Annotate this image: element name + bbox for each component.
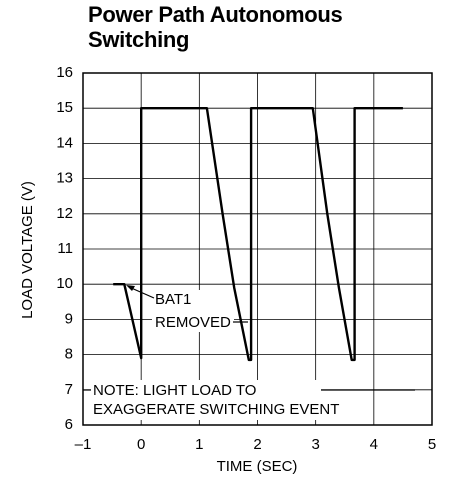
x-tick-label: –1 xyxy=(75,436,92,453)
x-tick-label: 0 xyxy=(137,436,145,453)
annotation: NOTE: LIGHT LOAD TO xyxy=(93,382,256,399)
y-tick-label: 13 xyxy=(56,170,73,187)
y-tick-label: 15 xyxy=(56,99,73,116)
y-tick-label: 10 xyxy=(56,275,73,292)
chart-title: Power Path Autonomous Switching xyxy=(88,2,343,52)
annotation: BAT1 xyxy=(155,291,191,308)
label-background xyxy=(152,290,234,332)
note-background xyxy=(91,380,321,420)
grid xyxy=(82,72,433,426)
y-tick-label: 16 xyxy=(56,64,73,81)
annotation: EXAGGERATE SWITCHING EVENT xyxy=(93,401,339,418)
x-tick-label: 4 xyxy=(370,436,378,453)
annotation: REMOVED xyxy=(155,314,231,331)
y-tick-label: 12 xyxy=(56,205,73,222)
line xyxy=(113,107,403,362)
x-tick-label: 2 xyxy=(253,436,261,453)
y-tick-label: 6 xyxy=(65,416,73,433)
y-tick-label: 11 xyxy=(57,240,73,257)
x-tick-label: 1 xyxy=(195,436,203,453)
y-tick-label: 8 xyxy=(65,346,73,363)
plot-frame xyxy=(82,72,433,426)
series xyxy=(113,107,403,362)
y-tick-label: 9 xyxy=(65,310,73,327)
arrow-head xyxy=(126,285,135,291)
x-tick-label: 5 xyxy=(428,436,436,453)
y-axis-label: LOAD VOLTAGE (V) xyxy=(19,181,36,319)
x-axis-label: TIME (SEC) xyxy=(217,458,298,475)
y-tick-label: 7 xyxy=(65,381,73,398)
x-tick-label: 3 xyxy=(311,436,319,453)
y-tick-label: 14 xyxy=(56,134,73,151)
